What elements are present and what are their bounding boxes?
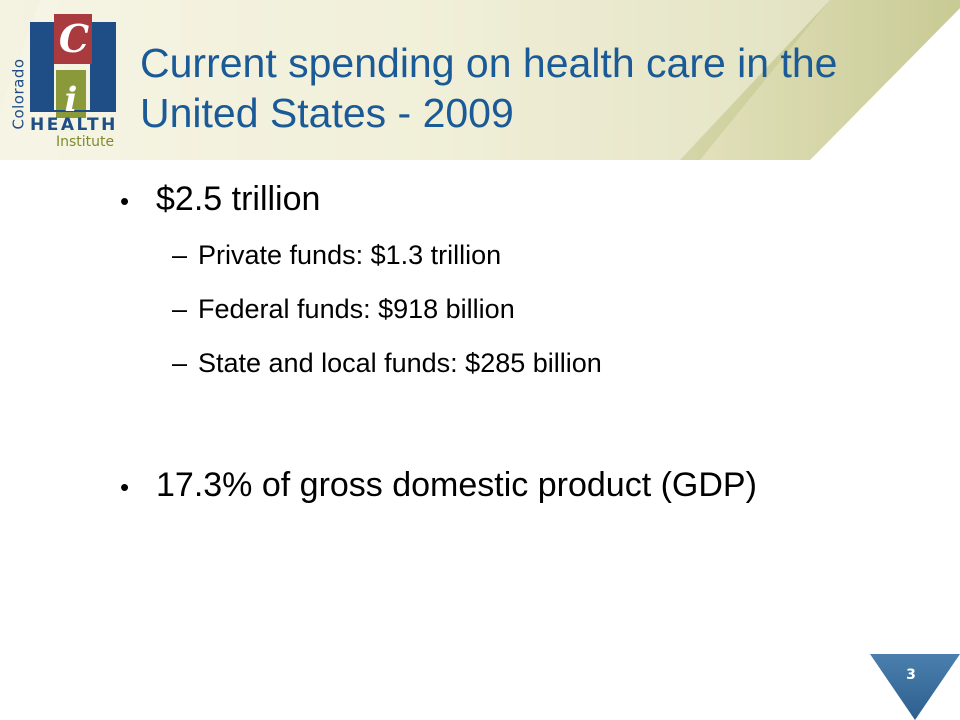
sub-bullet-item: – Federal funds: $918 billion [172,294,515,325]
slide-title-line-1: Current spending on health care in the [140,40,838,86]
sub-bullet-item: – State and local funds: $285 billion [172,348,602,379]
sub-bullet-text: Federal funds: $918 billion [198,294,515,324]
logo-letter-i: i [64,80,78,120]
header-background [0,0,960,160]
logo-institute-text: Institute [56,134,115,150]
sub-bullet-symbol: – [172,240,188,270]
logo-red-block [54,14,92,64]
header-highlight [0,0,830,160]
sub-bullet-symbol: – [172,294,188,324]
logo-blue-left [30,22,54,112]
sub-bullet-text: State and local funds: $285 billion [198,348,602,378]
logo-letter-c: C [58,16,90,61]
bullet-text: $2.5 trillion [156,180,321,218]
slide-title: Current spending on health care in the U… [140,38,940,138]
logo-divider [30,110,116,112]
bullet-symbol: • [120,186,130,216]
slide-title-line-2: United States - 2009 [140,90,514,136]
page-number-marker [870,654,960,720]
header-fold [700,0,960,160]
logo-blue-right [90,22,116,112]
bullet-item: • $2.5 trillion [120,180,320,219]
page-number: 3 [906,667,916,683]
bullet-item: • 17.3% of gross domestic product (GDP) [120,466,757,505]
colorado-health-institute-logo: Colorado C i HEALTH Institute [0,0,135,160]
sub-bullet-symbol: – [172,348,188,378]
bullet-text: 17.3% of gross domestic product (GDP) [156,466,757,504]
logo-health-text: HEALTH [30,115,118,135]
sub-bullet-text: Private funds: $1.3 trillion [198,240,502,270]
bullet-symbol: • [120,472,130,502]
sub-bullet-item: – Private funds: $1.3 trillion [172,240,501,271]
